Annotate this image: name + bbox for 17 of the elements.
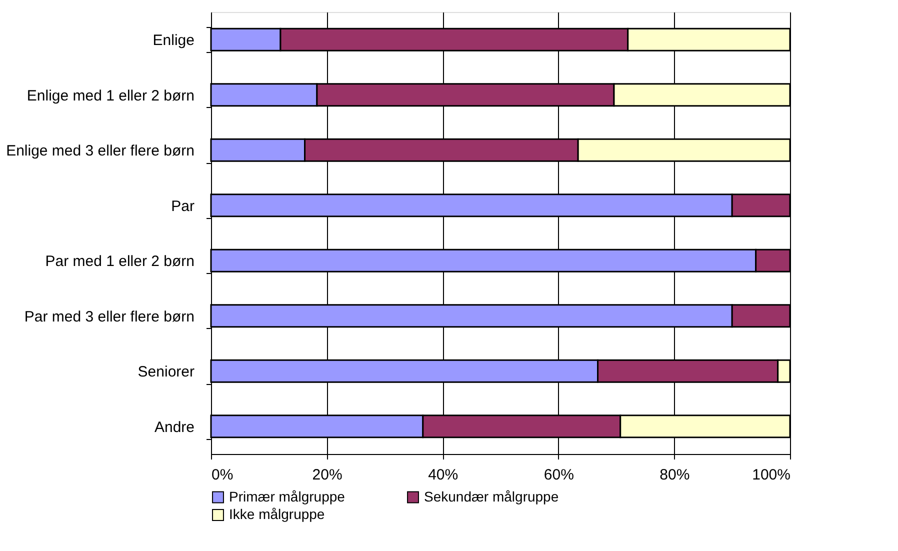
x-tick-label: 40%	[428, 466, 458, 484]
x-tick-label: 80%	[660, 466, 690, 484]
x-tick-label: 0%	[212, 466, 234, 484]
y-tick-label: Enlige	[152, 32, 194, 50]
x-tick-label: 20%	[312, 466, 342, 484]
y-tick-label: Seniorer	[138, 364, 194, 381]
y-tick-label: Andre	[154, 418, 194, 436]
x-tick-label: 60%	[544, 466, 574, 484]
legend-label: Sekundær målgruppe	[424, 488, 559, 504]
y-tick-label: Par med 3 eller flere børn	[24, 308, 194, 326]
legend-label: Ikke målgruppe	[229, 506, 325, 522]
y-tick-label: Par med 1 eller 2 børn	[45, 253, 194, 270]
y-tick-label: Enlige med 3 eller flere børn	[6, 142, 194, 160]
y-tick-label: Par	[171, 198, 195, 215]
legend-label: Primær målgruppe	[229, 488, 346, 504]
y-tick-label: Enlige med 1 eller 2 børn	[26, 87, 194, 104]
x-tick-label: 100%	[752, 466, 790, 484]
